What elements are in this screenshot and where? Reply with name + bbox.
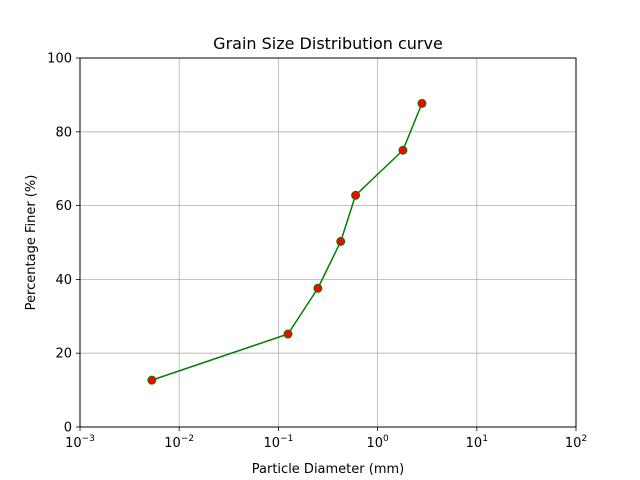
chart-title: Grain Size Distribution curve	[213, 34, 443, 53]
x-axis-ticks: 10−3 10−2 10−1 100 101 102	[65, 427, 587, 451]
y-axis-label: Percentage Finer (%)	[24, 175, 39, 311]
plot-area	[147, 98, 427, 385]
y-tick-label: 20	[55, 347, 72, 362]
x-tick-label: 10−3	[65, 434, 95, 451]
y-tick-label: 80	[55, 125, 72, 140]
x-tick-label: 101	[466, 434, 488, 451]
y-tick-label: 100	[47, 52, 72, 67]
data-point	[351, 190, 361, 200]
data-point	[147, 375, 157, 385]
data-point	[417, 98, 427, 108]
grid-lines	[79, 57, 577, 428]
y-tick-label: 0	[64, 421, 72, 436]
data-point	[336, 236, 346, 246]
x-tick-label: 102	[565, 434, 587, 451]
x-axis-label: Particle Diameter (mm)	[252, 462, 404, 477]
x-tick-label: 10−2	[164, 434, 194, 451]
y-axis-ticks: 0 20 40 60 80 100	[47, 52, 80, 436]
x-tick-label: 10−1	[263, 434, 293, 451]
data-point	[313, 283, 323, 293]
data-point	[398, 145, 408, 155]
x-tick-label: 100	[366, 434, 389, 451]
data-point	[283, 329, 293, 339]
y-tick-label: 60	[55, 199, 72, 214]
series-line	[151, 103, 423, 381]
axes-frame	[79, 57, 577, 428]
y-tick-label: 40	[55, 273, 72, 288]
